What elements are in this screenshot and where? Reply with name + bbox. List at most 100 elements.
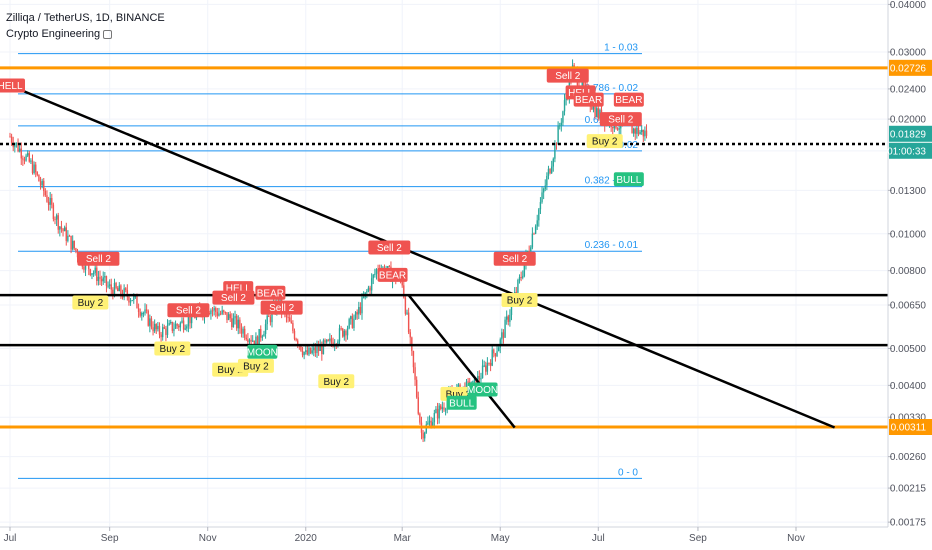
signal-box [377, 267, 408, 282]
visibility-icon[interactable] [103, 29, 113, 39]
candle [303, 351, 305, 360]
candle-body [120, 285, 122, 295]
candle [240, 323, 243, 338]
candle [232, 313, 235, 328]
candle-body [94, 267, 96, 273]
candle [70, 235, 72, 254]
candle [17, 138, 19, 153]
signal-label: Buy 2 [217, 365, 243, 376]
candle [354, 311, 357, 320]
candle-body [145, 309, 148, 311]
time-tick-label: Jul [592, 533, 605, 544]
candle [96, 261, 98, 286]
candle-body [51, 198, 53, 205]
candle-body [388, 266, 391, 268]
candle [163, 324, 166, 330]
candle-body [287, 317, 289, 319]
candle-body [499, 339, 501, 348]
candle [297, 338, 299, 348]
candle-body [39, 181, 42, 186]
signal-box [368, 240, 411, 255]
candle-body [67, 235, 69, 241]
candle-body [253, 340, 256, 347]
candle [533, 232, 535, 235]
candle [60, 220, 63, 233]
time-tick-label: 2020 [295, 533, 318, 544]
candle [153, 319, 156, 334]
candle [266, 313, 268, 331]
candle [104, 271, 106, 284]
signal-label: Sell 2 [377, 243, 402, 254]
candle-body [163, 327, 166, 329]
candle-body [538, 209, 540, 221]
candle-body [160, 334, 162, 338]
candle-body [618, 128, 620, 130]
candle [639, 130, 641, 135]
indicator-name: Crypto Engineering [6, 28, 101, 40]
candle-body [189, 316, 191, 324]
signal-label: MOON [247, 347, 278, 358]
candle-body [168, 322, 170, 326]
candle-body [293, 330, 296, 339]
candle-body [182, 320, 185, 330]
candle [252, 335, 254, 343]
signal-sell: Sell 2 [77, 251, 120, 266]
candle [541, 186, 543, 204]
candle-body [314, 347, 317, 354]
candle [441, 401, 444, 413]
candle-body [235, 315, 238, 329]
candle-body [271, 309, 273, 323]
candle [176, 323, 178, 329]
candle [141, 311, 143, 321]
candle [523, 264, 526, 278]
candle-body [171, 321, 174, 331]
candle [636, 124, 638, 139]
candle-body [288, 317, 291, 322]
candle-body [41, 180, 43, 186]
candle [520, 271, 522, 282]
candle-body [594, 104, 596, 117]
candle-body [234, 315, 236, 319]
signal-label: BULL [449, 398, 474, 409]
indicator-legend[interactable]: Crypto Engineering [6, 26, 165, 42]
candle-body [43, 180, 45, 192]
signal-label: Buy 2 [592, 137, 618, 148]
candle-body [441, 407, 444, 409]
candle-body [428, 420, 431, 423]
candle-body [354, 312, 357, 319]
candle-body [231, 318, 233, 328]
candle [108, 279, 111, 290]
candle [235, 313, 238, 331]
candle [444, 407, 447, 416]
candle [317, 340, 320, 356]
candle-body [15, 142, 18, 145]
candle [509, 309, 511, 327]
price-badge-box [889, 142, 932, 159]
signal-sell: Sell 2 [546, 68, 589, 83]
candle-body [38, 174, 40, 182]
candle-body [401, 279, 403, 286]
candle [542, 187, 545, 200]
candle [242, 326, 244, 338]
signal-box [446, 395, 477, 410]
candle [552, 157, 554, 172]
candle-body [150, 318, 153, 328]
candle [356, 309, 358, 320]
signal-label: Buy 2 [507, 296, 533, 307]
candle-body [549, 168, 551, 174]
candle-body [60, 226, 63, 229]
candle-body [343, 330, 346, 337]
candle [412, 350, 415, 374]
candle [165, 326, 167, 342]
candle-body [158, 325, 161, 335]
candle-body [20, 148, 22, 159]
signal-label: Buy 2 [243, 361, 269, 372]
candle-body [636, 127, 638, 134]
signal-label: BEAR [379, 270, 406, 281]
candle-body [505, 316, 508, 320]
candle [118, 282, 121, 292]
candle-body [308, 347, 310, 355]
candle-body [361, 297, 363, 314]
